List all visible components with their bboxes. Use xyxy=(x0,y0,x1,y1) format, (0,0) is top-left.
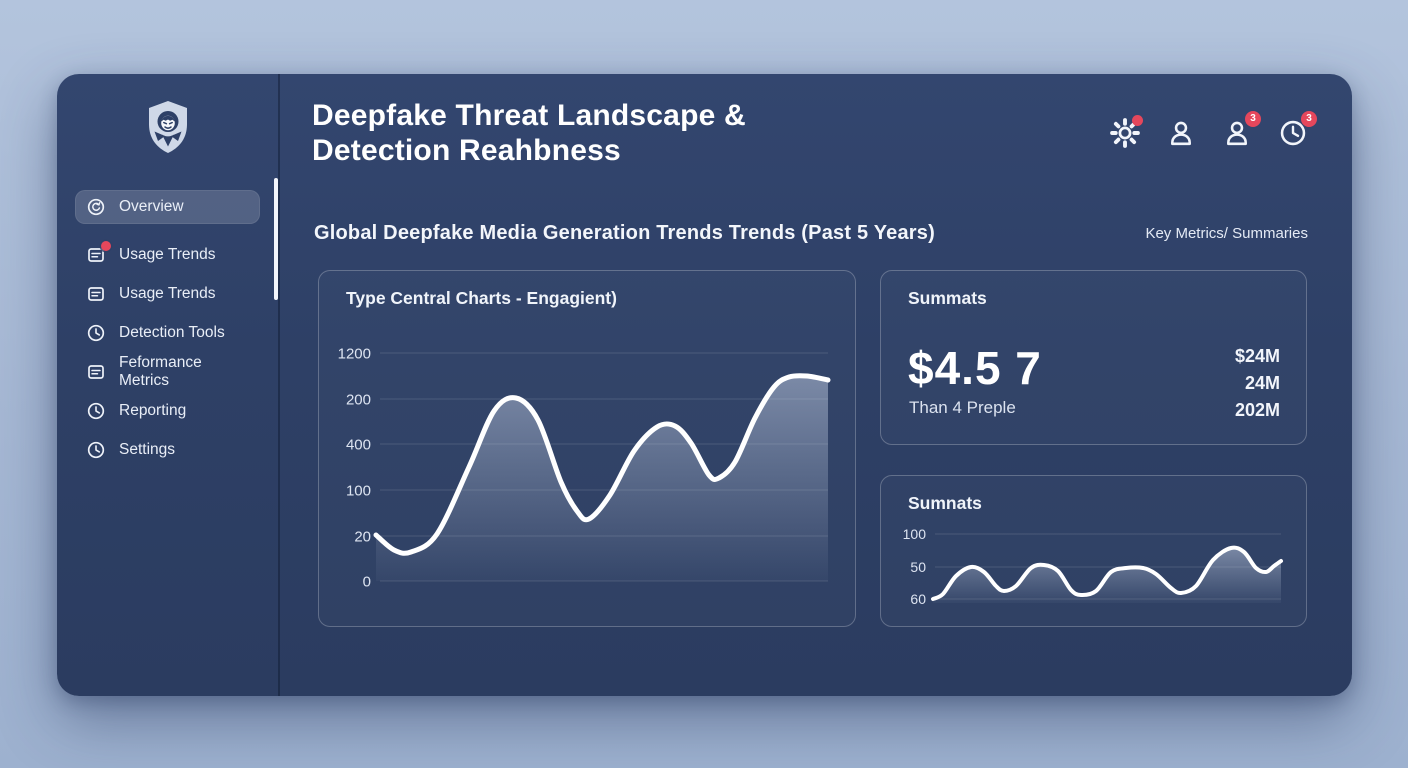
svg-text:50: 50 xyxy=(910,559,926,575)
svg-text:20: 20 xyxy=(354,528,371,545)
notification-dot xyxy=(1132,115,1143,126)
person-icon xyxy=(1222,118,1252,148)
card-icon xyxy=(86,284,106,304)
clock-icon xyxy=(86,401,106,421)
summary-metric-value: 202M xyxy=(1234,400,1280,420)
gear-icon xyxy=(1110,118,1140,148)
svg-text:100: 100 xyxy=(346,482,371,499)
svg-text:0: 0 xyxy=(363,573,371,590)
summary-subtitle: Than 4 Preple xyxy=(909,398,1016,417)
summary-metric-value: $24M xyxy=(1234,346,1280,366)
app-logo xyxy=(57,98,278,156)
sidebar-item-label: Settings xyxy=(119,441,176,458)
main-chart-title: Type Central Charts - Engagient) xyxy=(346,288,617,308)
person-icon xyxy=(1166,118,1196,148)
notification-badge: 3 xyxy=(1301,111,1317,127)
clock-icon xyxy=(1278,118,1308,148)
summary-metric-value: 24M xyxy=(1244,373,1280,393)
card-icon xyxy=(86,241,111,265)
key-metrics-label: Key Metrics/ Summaries xyxy=(1145,225,1308,242)
sidebar-scrollbar[interactable] xyxy=(274,178,278,300)
sidebar-item-label: Reporting xyxy=(119,402,187,419)
spark-card-title: Sumnats xyxy=(908,493,982,513)
sidebar-item-usage-trends[interactable]: Usage Trends xyxy=(75,277,260,311)
page-title: Deepfake Threat Landscape & Detection Re… xyxy=(312,98,952,168)
summary-big-value: $4.5 7 xyxy=(908,342,1042,394)
summary-card-title: Summats xyxy=(908,288,987,308)
svg-text:200: 200 xyxy=(346,391,371,408)
settings-button[interactable] xyxy=(1110,115,1143,148)
spark-card: Sumnats 100 50 60 xyxy=(880,475,1307,627)
sidebar-nav: Overview Usage Trends Usage Trends Detectio… xyxy=(57,190,278,472)
spark-area-chart: 100 50 60 xyxy=(903,526,1283,607)
deepfake-shield-logo-icon xyxy=(148,101,187,153)
notification-badge: 3 xyxy=(1245,111,1261,127)
sidebar-item-feformance-metrics[interactable]: Feformance Metrics xyxy=(75,354,260,389)
svg-text:400: 400 xyxy=(346,436,371,453)
page-title-line1: Deepfake Threat Landscape & xyxy=(312,99,746,132)
svg-text:1200: 1200 xyxy=(338,345,371,362)
sidebar-item-label: Overview xyxy=(119,198,184,215)
notification-dot xyxy=(101,241,111,251)
svg-text:60: 60 xyxy=(910,591,926,607)
sidebar-item-detection-tools[interactable]: Detection Tools xyxy=(75,316,260,350)
clock-icon xyxy=(86,440,106,460)
clock-icon xyxy=(86,323,106,343)
card-icon xyxy=(86,362,106,382)
sidebar-item-label: Detection Tools xyxy=(119,324,225,341)
sidebar: Overview Usage Trends Usage Trends Detectio… xyxy=(57,74,280,696)
page-title-line2: Detection Reahbness xyxy=(312,134,621,167)
sidebar-item-overview[interactable]: Overview xyxy=(75,190,260,224)
history-button[interactable]: 3 xyxy=(1278,111,1317,148)
sidebar-item-usage-trends[interactable]: Usage Trends xyxy=(75,238,260,272)
sidebar-item-settings[interactable]: Settings xyxy=(75,433,260,467)
sidebar-item-label: Usage Trends xyxy=(119,246,216,263)
profile-button[interactable] xyxy=(1166,118,1196,148)
main-chart-card: Type Central Charts - Engagient) 1200 200… xyxy=(318,270,856,627)
section-title: Global Deepfake Media Generation Trends … xyxy=(314,222,935,244)
dashboard-panel: Overview Usage Trends Usage Trends Detectio… xyxy=(57,74,1352,696)
sidebar-divider xyxy=(278,74,280,696)
sidebar-item-label: Usage Trends xyxy=(119,285,216,302)
sidebar-item-label: Feformance Metrics xyxy=(119,354,202,389)
users-button[interactable]: 3 xyxy=(1222,111,1261,148)
svg-text:100: 100 xyxy=(903,526,927,542)
history-icon xyxy=(86,197,106,217)
sidebar-item-reporting[interactable]: Reporting xyxy=(75,394,260,428)
summary-card: Summats $4.5 7 Than 4 Preple $24M 24M 202M xyxy=(880,270,1307,445)
summary-metric-list: $24M 24M 202M xyxy=(1235,343,1280,424)
